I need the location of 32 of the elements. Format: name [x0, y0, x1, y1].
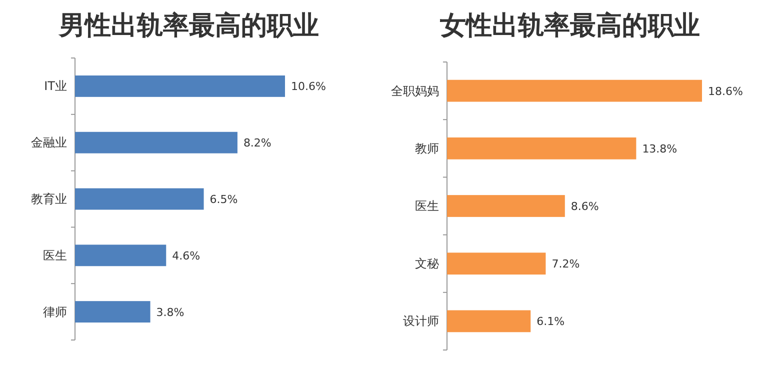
y-tick-label: 律师: [43, 304, 67, 319]
data-label: 6.5%: [210, 193, 238, 206]
data-label: 8.2%: [243, 136, 272, 150]
bar: [75, 75, 285, 97]
data-label: 13.8%: [642, 142, 678, 156]
data-label: 6.1%: [536, 315, 565, 328]
data-label: 8.6%: [570, 200, 599, 213]
y-tick-label: 文秘: [415, 256, 439, 271]
y-tick-label: 全职妈妈: [391, 84, 439, 98]
chart-title: 男性出轨率最高的职业: [58, 11, 319, 41]
bar: [75, 132, 238, 154]
y-tick-label: 设计师: [403, 314, 439, 328]
y-tick-label: 金融业: [31, 136, 67, 150]
bar: [75, 188, 204, 210]
bar: [75, 244, 166, 266]
bar: [447, 137, 636, 160]
y-tick-label: 教育业: [31, 192, 67, 206]
data-label: 7.2%: [552, 258, 580, 271]
data-label: 4.6%: [172, 249, 200, 262]
y-tick-label: IT业: [44, 79, 67, 94]
y-tick-label: 教师: [415, 141, 439, 156]
data-label: 3.8%: [156, 306, 184, 319]
bar: [447, 80, 702, 102]
data-label: 18.6%: [708, 84, 743, 98]
bar: [75, 301, 150, 323]
y-tick-label: 医生: [43, 248, 67, 262]
y-tick-label: 医生: [415, 199, 439, 213]
bar: [447, 252, 546, 275]
bar: [447, 310, 531, 332]
chart-title: 女性出轨率最高的职业: [439, 11, 700, 41]
data-label: 10.6%: [291, 80, 326, 94]
bar: [447, 195, 565, 217]
